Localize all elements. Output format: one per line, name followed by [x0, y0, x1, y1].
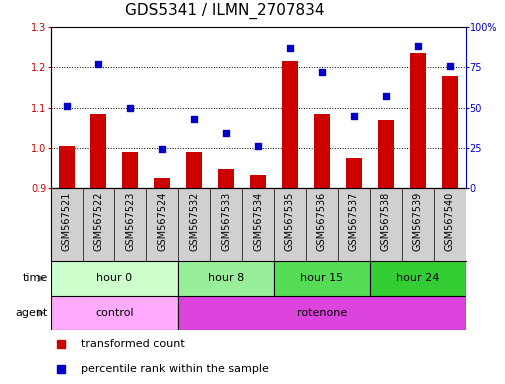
- Text: GSM567533: GSM567533: [221, 192, 231, 251]
- Text: GSM567537: GSM567537: [348, 192, 358, 251]
- Point: [158, 146, 166, 152]
- Point: [126, 104, 134, 111]
- Bar: [50, 296, 178, 330]
- Point: [413, 43, 421, 49]
- Bar: [178, 261, 274, 296]
- Point: [285, 45, 293, 51]
- Bar: [218, 169, 234, 188]
- Text: rotenone: rotenone: [296, 308, 346, 318]
- Bar: [274, 261, 369, 296]
- Text: GSM567539: GSM567539: [412, 192, 422, 251]
- Bar: [313, 114, 329, 188]
- Text: GSM567535: GSM567535: [284, 192, 294, 251]
- Text: hour 15: hour 15: [300, 273, 343, 283]
- Text: hour 8: hour 8: [208, 273, 244, 283]
- Bar: [377, 121, 393, 188]
- Text: GSM567534: GSM567534: [252, 192, 263, 251]
- Bar: [441, 76, 457, 188]
- Text: GSM567523: GSM567523: [125, 192, 135, 251]
- Text: GDS5341 / ILMN_2707834: GDS5341 / ILMN_2707834: [125, 3, 324, 19]
- Point: [190, 116, 198, 122]
- Bar: [122, 152, 138, 188]
- Text: GSM567521: GSM567521: [62, 192, 71, 251]
- Point: [349, 113, 357, 119]
- Point: [317, 69, 325, 75]
- Text: time: time: [23, 273, 48, 283]
- Text: hour 24: hour 24: [395, 273, 438, 283]
- Text: GSM567540: GSM567540: [444, 192, 453, 251]
- Point: [444, 63, 452, 69]
- Text: percentile rank within the sample: percentile rank within the sample: [81, 364, 268, 374]
- Text: GSM567536: GSM567536: [316, 192, 326, 251]
- Point: [94, 61, 103, 67]
- Text: GSM567532: GSM567532: [189, 192, 199, 251]
- Bar: [50, 261, 178, 296]
- Bar: [369, 261, 465, 296]
- Text: GSM567522: GSM567522: [93, 192, 103, 251]
- Bar: [154, 178, 170, 188]
- Text: control: control: [95, 308, 133, 318]
- Bar: [59, 146, 74, 188]
- Bar: [90, 114, 106, 188]
- Point: [222, 130, 230, 136]
- Bar: [178, 296, 465, 330]
- Bar: [249, 175, 266, 188]
- Text: agent: agent: [16, 308, 48, 318]
- Text: hour 0: hour 0: [96, 273, 132, 283]
- Bar: [186, 152, 202, 188]
- Text: GSM567524: GSM567524: [157, 192, 167, 251]
- Point: [254, 143, 262, 149]
- Point: [381, 93, 389, 99]
- Bar: [409, 53, 425, 188]
- Point: [63, 103, 71, 109]
- Bar: [281, 61, 297, 188]
- Text: GSM567538: GSM567538: [380, 192, 390, 251]
- Text: transformed count: transformed count: [81, 339, 184, 349]
- Bar: [345, 158, 361, 188]
